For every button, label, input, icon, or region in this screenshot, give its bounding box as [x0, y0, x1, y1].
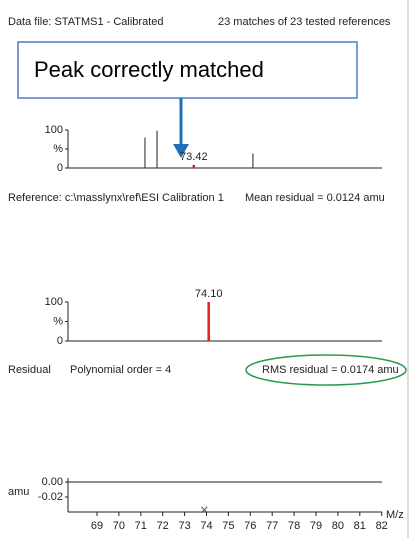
x-tick-label: 71 — [135, 520, 147, 532]
y-tick-label: 0 — [57, 162, 63, 174]
y-tick-label: % — [53, 143, 63, 155]
x-tick-label: 74 — [200, 520, 212, 532]
arrow-head — [173, 144, 189, 158]
rms-residual: RMS residual = 0.0174 amu — [262, 364, 399, 376]
x-tick-label: 70 — [113, 520, 125, 532]
residual-point — [200, 506, 208, 514]
y-tick-label: 0.00 — [42, 476, 63, 488]
highlight-ellipse — [245, 354, 407, 386]
residual-title: Residual — [8, 364, 51, 376]
callout-box — [17, 41, 358, 99]
x-tick-label: 69 — [91, 520, 103, 532]
matches: 23 matches of 23 tested references — [218, 16, 391, 28]
x-tick-label: 73 — [178, 520, 190, 532]
peak-label: 73.42 — [180, 151, 208, 163]
residual-unit: amu — [8, 486, 29, 498]
x-tick-label: 78 — [288, 520, 300, 532]
x-tick-label: 80 — [332, 520, 344, 532]
data-file: Data file: STATMS1 - Calibrated — [8, 16, 163, 28]
x-axis-label: M/z — [386, 509, 404, 521]
x-tick-label: 81 — [354, 520, 366, 532]
callout-text: Peak correctly matched — [34, 57, 264, 82]
y-tick-label: % — [53, 315, 63, 327]
x-tick-label: 75 — [222, 520, 234, 532]
mean-residual: Mean residual = 0.0124 amu — [245, 192, 385, 204]
peak-label: 74.10 — [195, 288, 223, 300]
x-tick-label: 82 — [376, 520, 388, 532]
polynomial-order: Polynomial order = 4 — [70, 364, 171, 376]
y-tick-label: 0 — [57, 335, 63, 347]
x-tick-label: 77 — [266, 520, 278, 532]
x-tick-label: 72 — [157, 520, 169, 532]
x-tick-label: 76 — [244, 520, 256, 532]
y-tick-label: -0.02 — [38, 491, 63, 503]
reference: Reference: c:\masslynx\ref\ESI Calibrati… — [8, 192, 224, 204]
x-tick-label: 79 — [310, 520, 322, 532]
y-tick-label: 100 — [45, 124, 63, 136]
y-tick-label: 100 — [45, 296, 63, 308]
